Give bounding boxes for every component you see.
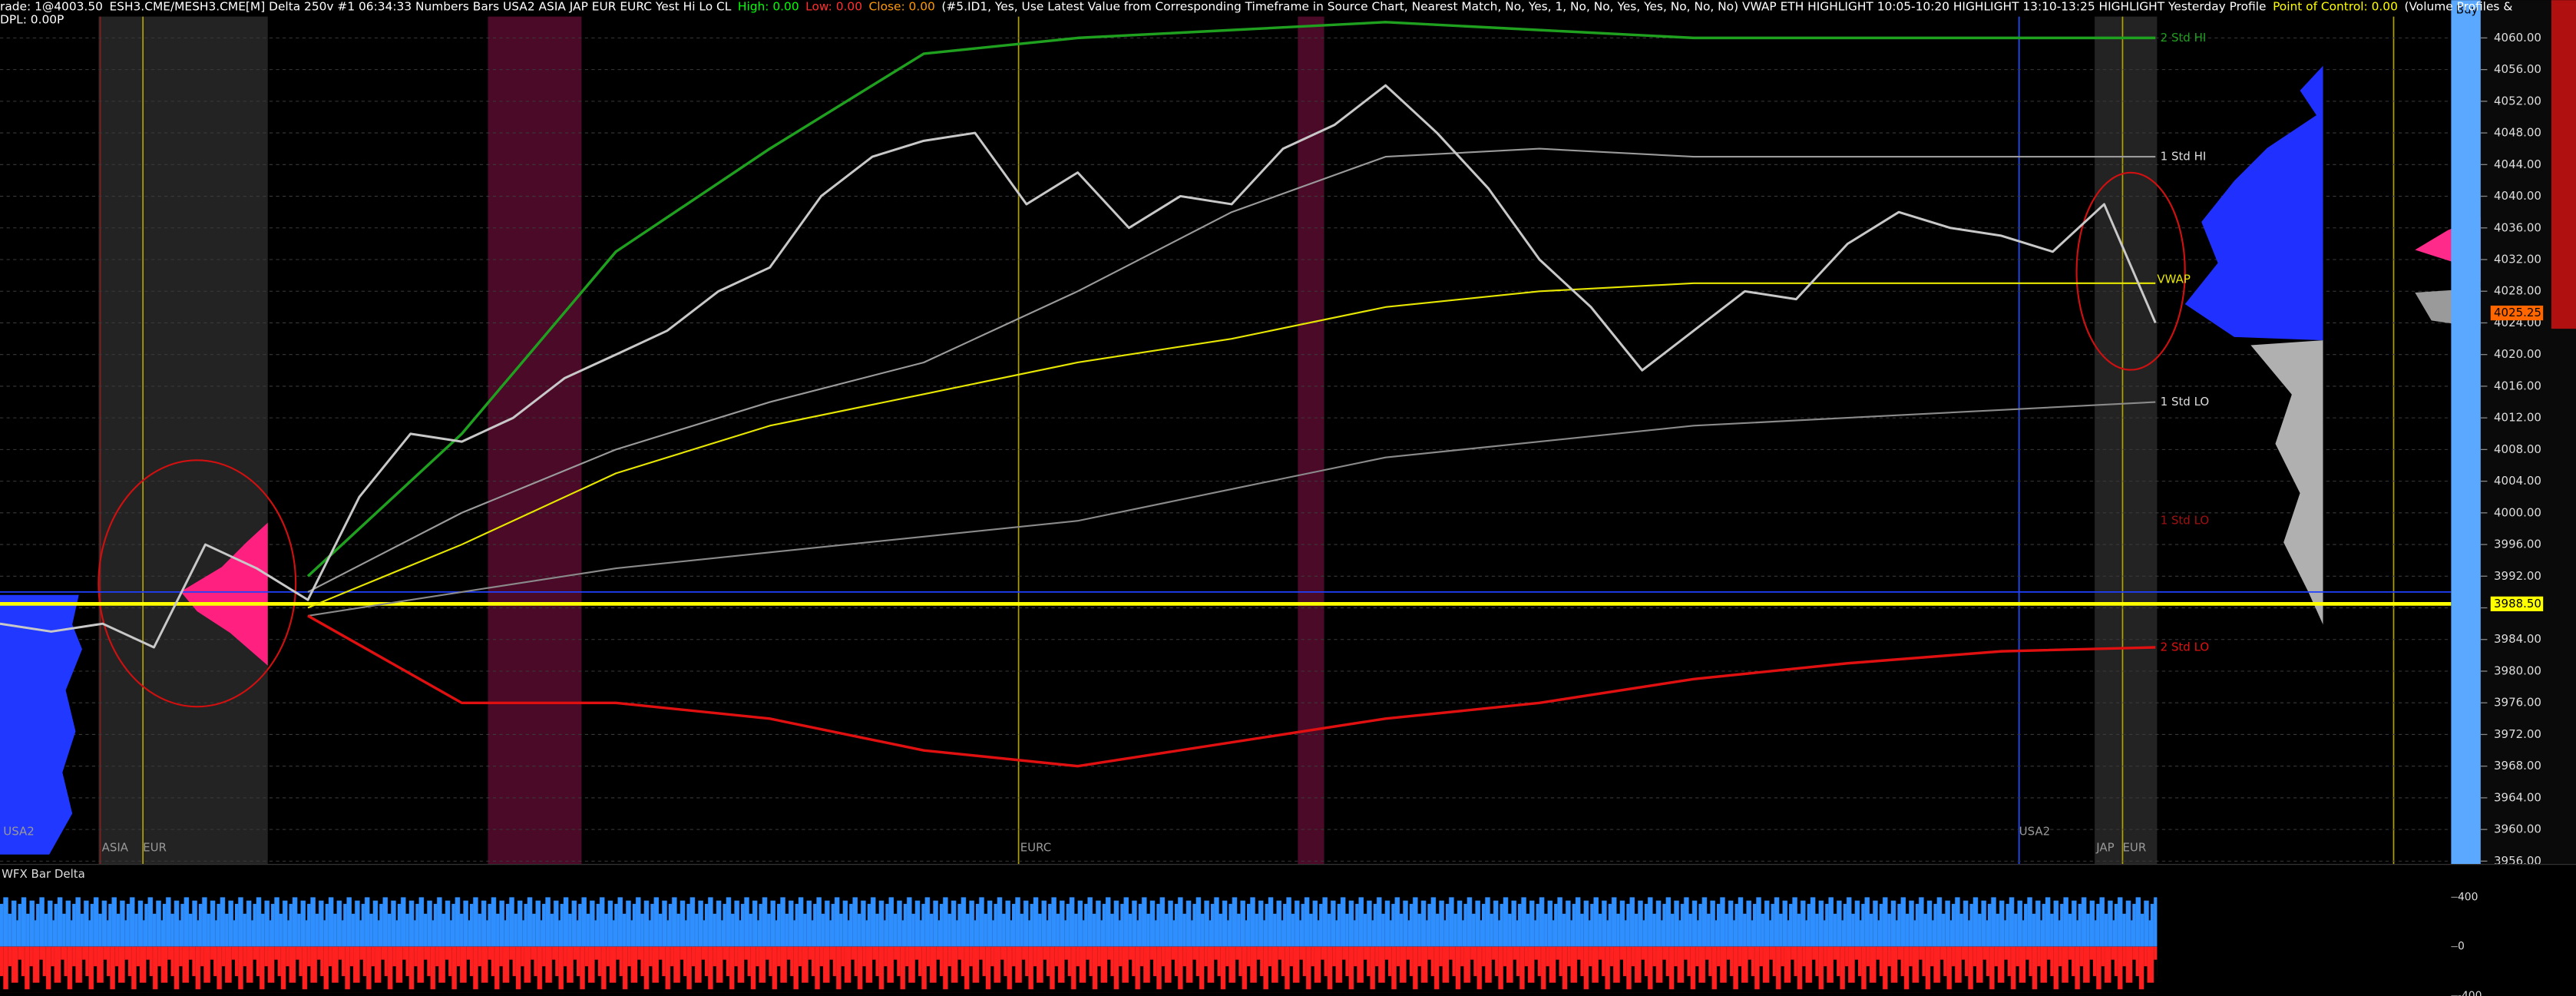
sell-strip [2551,0,2576,329]
price-chart: 2 Std HI 1 Std HI VWAP 1 Std LO 1 Std LO 2 St… [0,31,2209,855]
band-line [306,21,2156,577]
price-tick-label: 4040.00 [2494,189,2541,203]
price-tick-label: 4012.00 [2494,411,2541,425]
session-label: JAP [2095,841,2114,855]
price-marker [2490,596,2544,612]
price-tick-label: 4028.00 [2494,284,2541,298]
price-tick-label: 3964.00 [2494,790,2541,804]
header-segment: Low: 0.00 [805,0,862,13]
delta-title: WFX Bar Delta [2,867,85,881]
price-tick-label: 3976.00 [2494,696,2541,710]
price-tick-label: 4004.00 [2494,474,2541,488]
band-line [307,282,2156,609]
price-tick-label: 4008.00 [2494,442,2541,456]
header-segment: (#5.ID1, Yes, Use Latest Value from Corr… [941,0,2266,13]
session-label: USA2 [2019,824,2051,838]
delta-axis: 400 0 -400 [2451,891,2482,996]
header: rade: 1@4003.50 ESH3.CME/MESH3.CME[M] Del… [0,0,2512,26]
price-tick-label: 3992.00 [2494,569,2541,583]
session-shading [98,16,2395,865]
header-segment: rade: 1@4003.50 [0,0,103,13]
header-segment: (Volume Profiles & [2404,0,2512,13]
band-label: 1 Std HI [2161,150,2207,164]
band-line [307,614,2156,768]
price-tick-label: 3956.00 [2494,854,2541,868]
session-label: ASIA [102,841,129,855]
price-tick-label: 4060.00 [2494,31,2541,45]
price-marker-label: 4025.25 [2494,306,2541,319]
band-label: VWAP [2157,272,2191,286]
header-segment: ESH3.CME/MESH3.CME[M] Delta 250v #1 06:3… [109,0,731,13]
price-tick-label: 3968.00 [2494,759,2541,773]
session-label: USA2 [3,824,35,838]
price-tick-label: 4020.00 [2494,347,2541,361]
price-tick-label: 4048.00 [2494,126,2541,140]
band-line [307,401,2156,617]
price-marker-label: 3988.50 [2494,597,2541,611]
header-segment: Close: 0.00 [869,0,935,13]
delta-tick-label: 400 [2458,891,2478,903]
indicator-bands [0,21,2452,768]
price-axis: 4060.00 4056.00 4052.00 4048.00 4044.00 4040.… [2480,31,2544,868]
price-tick-label: 4000.00 [2494,505,2541,519]
header-line-2: DPL: 0.00P [0,12,64,26]
price-tick-label: 4016.00 [2494,379,2541,392]
delta-bars-up [0,897,2158,947]
price-tick-label: 4032.00 [2494,253,2541,266]
session-label: EURC [1020,841,1052,855]
delta-bars-down [0,946,2158,993]
band-line [307,147,2156,593]
price-tick-label: 4036.00 [2494,220,2541,234]
buy-strip [2451,0,2481,865]
price-tick-label: 4056.00 [2494,62,2541,76]
price-tick-label: 4044.00 [2494,157,2541,171]
grid [0,37,2452,862]
header-segment: High: 0.00 [738,0,799,13]
price-tick-label: 4052.00 [2494,94,2541,108]
price-marker [2490,305,2544,321]
price-tick-label: 3984.00 [2494,632,2541,646]
session-label: EUR [143,841,167,855]
header-segment: Point of Control: 0.00 [2273,0,2398,13]
header-line: rade: 1@4003.50 ESH3.CME/MESH3.CME[M] Del… [0,0,2512,13]
price-tick-label: 3972.00 [2494,727,2541,741]
delta-tick-label: 0 [2458,941,2465,953]
price-tick-label: 3996.00 [2494,538,2541,551]
buy-label[interactable]: Buy [2456,3,2478,17]
price-tick-label: 3980.00 [2494,663,2541,677]
price-tick-label: 3960.00 [2494,822,2541,836]
band-label: 1 Std LO [2161,514,2210,528]
band-label: 2 Std LO [2161,640,2210,654]
band-label: 2 Std HI [2161,31,2207,45]
delta-tick-label: -400 [2458,990,2482,996]
session-label: EUR [2122,841,2146,855]
band-label: 1 Std LO [2161,395,2210,409]
price-line [0,84,2157,649]
